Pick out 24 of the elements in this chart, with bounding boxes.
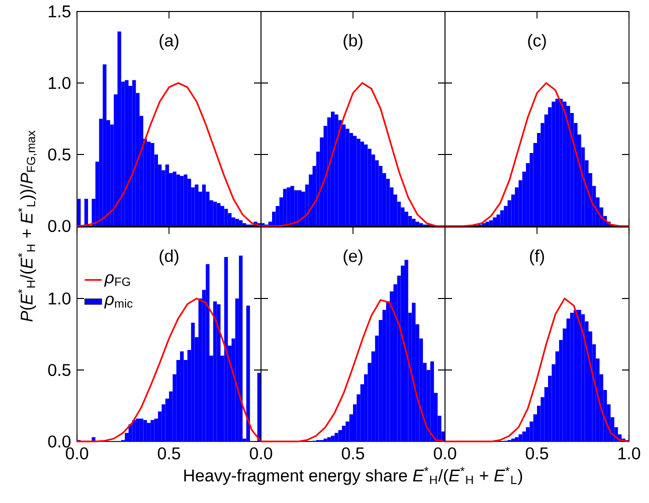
y-tick-label: 0.5 <box>48 364 70 376</box>
x-tick-label: 0.0 <box>434 447 456 460</box>
y-tick-label: 0.5 <box>48 148 70 161</box>
x-tick-label: 0.0 <box>66 447 88 460</box>
text: (b) <box>344 34 362 50</box>
y-tick-label: 1.0 <box>48 292 70 305</box>
text: (c) <box>528 34 546 50</box>
legend-label: ρ$_{mic}$ <box>104 296 132 308</box>
y-tick-label: 0.0 <box>48 435 70 448</box>
text: Heavy-fragment energy share E$^{*}$$_{H}$/(E$^{*}$$_{H}$ + E$^{*}$$_{L}$) <box>184 466 522 485</box>
text: (f) <box>530 250 544 266</box>
text: (e) <box>344 250 362 266</box>
x-tick-label: 0.0 <box>250 447 272 460</box>
y-tick-label: 1.5 <box>48 6 70 18</box>
x-tick-label: 1.0 <box>618 447 640 460</box>
text: (d) <box>160 250 178 266</box>
x-tick-label: 0.5 <box>158 447 180 460</box>
x-tick-label: 0.5 <box>526 447 548 460</box>
x-tick-label: 0.5 <box>342 447 364 460</box>
y-tick-label: 1.0 <box>48 76 70 90</box>
text: P(E$^{*}$$_{H}$/(E$^{*}$$_{H}$ + E$^{*}$$_{L}$))/P$_{FG,max}$ <box>18 130 37 322</box>
legend-label: ρ$_{FG}$ <box>104 274 130 287</box>
text: (a) <box>160 34 178 50</box>
y-tick-label: 0.0 <box>48 220 70 232</box>
